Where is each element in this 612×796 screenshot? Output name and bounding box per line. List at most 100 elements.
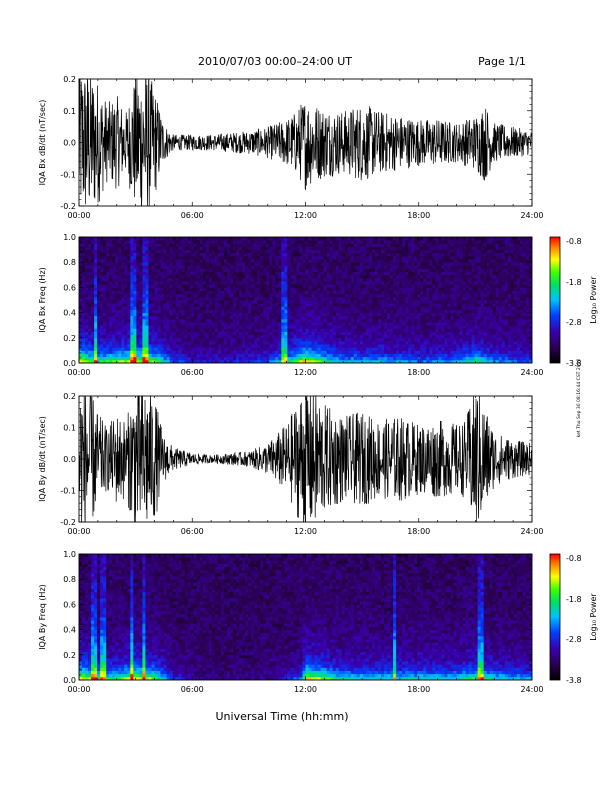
bx-spectrogram-cell	[441, 309, 444, 313]
bx-spectrogram-cell	[290, 278, 293, 282]
bx-spectrogram-cell	[390, 328, 393, 332]
bx-spectrogram-cell	[321, 284, 324, 288]
bx-spectrogram-cell	[296, 341, 299, 345]
bx-spectrogram-cell	[405, 284, 408, 288]
bx-spectrogram-cell	[85, 328, 88, 332]
bx-spectrogram-cell	[408, 240, 411, 244]
bx-spectrogram-cell	[145, 325, 148, 329]
bx-spectrogram-cell	[79, 256, 82, 260]
bx-spectrogram-cell	[242, 256, 245, 260]
bx-spectrogram-cell	[290, 341, 293, 345]
bx-spectrogram-cell	[318, 354, 321, 358]
bx-spectrogram-cell	[170, 237, 173, 241]
bx-spectrogram-cell	[435, 287, 438, 291]
bx-spectrogram-cell	[366, 350, 369, 354]
bx-spectrogram-cell	[164, 328, 167, 332]
bx-spectrogram-cell	[97, 275, 100, 279]
bx-spectrogram-cell	[330, 253, 333, 257]
bx-spectrogram-cell	[417, 313, 420, 317]
bx-spectrogram-cell	[151, 284, 154, 288]
bx-spectrogram-cell	[82, 341, 85, 345]
bx-spectrogram-cell	[342, 240, 345, 244]
bx-spectrogram-cell	[82, 250, 85, 254]
bx-spectrogram-cell	[309, 357, 312, 361]
bx-spectrogram-cell	[173, 328, 176, 332]
bx-spectrogram-cell	[145, 278, 148, 282]
bx-spectrogram-cell	[236, 269, 239, 273]
bx-spectrogram-cell	[182, 357, 185, 361]
bx-spectrogram-cell	[432, 278, 435, 282]
bx-spectrogram-cell	[97, 265, 100, 269]
bx-spectrogram-cell	[148, 253, 151, 257]
bx-spectrogram-cell	[124, 303, 127, 307]
bx-spectrogram-cell	[275, 294, 278, 298]
bx-spectrogram-cell	[435, 253, 438, 257]
bx-spectrogram-cell	[420, 322, 423, 326]
bx-spectrogram-cell	[357, 328, 360, 332]
bx-spectrogram-cell	[330, 322, 333, 326]
bx-spectrogram-cell	[158, 256, 161, 260]
bx-spectrogram-cell	[296, 284, 299, 288]
bx-spectrogram-cell	[188, 309, 191, 313]
bx-spectrogram-cell	[170, 240, 173, 244]
bx-spectrogram-cell	[194, 341, 197, 345]
bx-spectrogram-cell	[405, 281, 408, 285]
bx-spectrogram-cell	[375, 309, 378, 313]
bx-spectrogram-cell	[233, 294, 236, 298]
bx-spectrogram-cell	[188, 278, 191, 282]
bx-spectrogram-cell	[269, 350, 272, 354]
bx-spectrogram-cell	[106, 338, 109, 342]
bx-spectrogram-cell	[194, 350, 197, 354]
bx-spectrogram-cell	[278, 300, 281, 304]
bx-spectrogram-cell	[354, 309, 357, 313]
bx-spectrogram-cell	[378, 278, 381, 282]
bx-spectrogram-cell	[209, 278, 212, 282]
bx-spectrogram-cell	[106, 259, 109, 263]
bx-spectrogram-cell	[423, 341, 426, 345]
bx-spectrogram-cell	[260, 246, 263, 250]
bx-spectrogram-cell	[182, 322, 185, 326]
bx-spectrogram-cell	[142, 325, 145, 329]
bx-spectrogram-cell	[260, 240, 263, 244]
bx-spectrogram-cell	[188, 332, 191, 336]
bx-spectrogram-cell	[321, 341, 324, 345]
bx-spectrogram-cell	[408, 256, 411, 260]
bx-spectrogram-cell	[215, 272, 218, 276]
bx-spectrogram-cell	[351, 354, 354, 358]
bx-spectrogram-cell	[173, 246, 176, 250]
bx-spectrogram-cell	[387, 297, 390, 301]
bx-spectrogram-cell	[173, 341, 176, 345]
bx-spectrogram-cell	[312, 256, 315, 260]
bx-spectrogram-cell	[176, 256, 179, 260]
bx-spectrogram-cell	[318, 272, 321, 276]
bx-spectrogram-cell	[233, 313, 236, 317]
bx-spectrogram-cell	[345, 294, 348, 298]
bx-spectrogram-cell	[82, 272, 85, 276]
bx-spectrogram-cell	[378, 294, 381, 298]
bx-spectrogram-cell	[88, 243, 91, 247]
bx-spectrogram-cell	[281, 246, 284, 250]
bx-spectrogram-cell	[408, 243, 411, 247]
bx-spectrogram-cell	[278, 354, 281, 358]
bx-spectrogram-cell	[127, 259, 130, 263]
bx-spectrogram-cell	[372, 243, 375, 247]
bx-spectrogram-cell	[248, 265, 251, 269]
bx-spectrogram-cell	[133, 243, 136, 247]
bx-spectrogram-cell	[121, 294, 124, 298]
bx-spectrogram-cell	[97, 297, 100, 301]
bx-spectrogram-cell	[315, 272, 318, 276]
bx-spectrogram-cell	[302, 284, 305, 288]
bx-spectrogram-cell	[390, 332, 393, 336]
bx-spectrogram-cell	[263, 259, 266, 263]
bx-spectrogram-cell	[103, 284, 106, 288]
bx-spectrogram-cell	[269, 256, 272, 260]
bx-spectrogram-cell	[212, 332, 215, 336]
bx-spectrogram-cell	[191, 350, 194, 354]
bx-spectrogram-cell	[224, 313, 227, 317]
bx-spectrogram-cell	[139, 354, 142, 358]
bx-spectrogram-cell	[354, 281, 357, 285]
bx-spectrogram-cell	[118, 240, 121, 244]
bx-spectrogram-cell	[426, 322, 429, 326]
bx-spectrogram-cell	[441, 272, 444, 276]
bx-spectrogram-cell	[330, 259, 333, 263]
